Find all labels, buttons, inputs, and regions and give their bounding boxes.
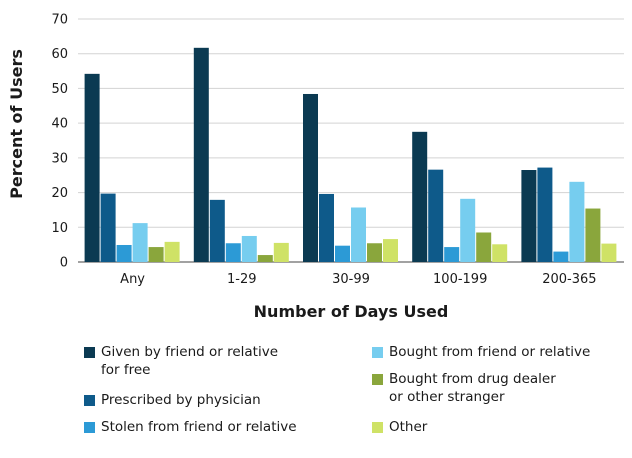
- legend-item-bought-friend: Bought from friend or relative: [372, 343, 590, 361]
- bar: [84, 73, 100, 262]
- bar: [492, 244, 508, 262]
- legend-label-line: Stolen from friend or relative: [101, 419, 297, 435]
- bar: [521, 170, 537, 262]
- bar: [428, 169, 444, 262]
- bar: [553, 251, 569, 262]
- legend-swatch: [84, 422, 95, 433]
- bar: [601, 243, 617, 262]
- bar: [412, 131, 428, 262]
- bar: [585, 208, 601, 262]
- bar: [241, 235, 257, 262]
- legend-item-stolen: Stolen from friend or relative: [84, 418, 297, 436]
- y-tick-label: 60: [51, 47, 68, 62]
- bar: [476, 232, 492, 262]
- legend-swatch: [372, 347, 383, 358]
- y-tick-label: 10: [51, 221, 68, 236]
- legend-label-line: Bought from drug dealer: [389, 371, 556, 387]
- bar: [273, 242, 289, 262]
- legend-label-line: Other: [389, 419, 428, 435]
- legend-label-line: or other stranger: [389, 389, 505, 405]
- bar: [537, 167, 553, 262]
- legend-swatch: [372, 422, 383, 433]
- bar: [444, 247, 460, 262]
- x-axis-title: Number of Days Used: [254, 302, 449, 321]
- y-tick-label: 70: [51, 13, 68, 28]
- x-tick-label: 30-99: [332, 272, 370, 287]
- bar: [460, 198, 476, 262]
- bar: [351, 207, 366, 262]
- bar: [319, 193, 334, 262]
- bar: [100, 193, 116, 262]
- legend-item-bought-dealer: Bought from drug dealer or other stranger: [372, 370, 556, 406]
- bar: [148, 247, 164, 262]
- bar: [335, 245, 350, 262]
- legend-swatch: [372, 374, 383, 385]
- bar: [225, 243, 241, 262]
- bar: [193, 47, 209, 262]
- bar: [209, 199, 225, 262]
- legend-label-line: Prescribed by physician: [101, 392, 261, 408]
- legend-label-line: Given by friend or relative: [101, 344, 279, 360]
- bar: [164, 241, 180, 262]
- y-tick-label: 50: [51, 82, 68, 97]
- bar: [367, 243, 382, 262]
- legend-label-line: Bought from friend or relative: [389, 344, 591, 360]
- x-tick-label: 200-365: [542, 272, 596, 287]
- bar: [383, 239, 398, 262]
- bar: [116, 244, 132, 262]
- y-axis-title: Percent of Users: [7, 49, 26, 199]
- bar: [303, 93, 318, 263]
- x-axis-ticks: Any 1-29 30-99 100-199 200-365: [120, 272, 596, 287]
- bar: [257, 255, 273, 262]
- y-tick-label: 40: [51, 117, 68, 132]
- legend-swatch: [84, 347, 95, 358]
- legend-label-line: for free: [101, 362, 151, 378]
- y-axis-ticks: 0 10 20 30 40 50 60 70: [51, 13, 68, 271]
- x-tick-label: Any: [120, 272, 145, 287]
- x-tick-label: 1-29: [227, 272, 257, 287]
- bars: [84, 47, 617, 263]
- y-tick-label: 30: [51, 151, 68, 166]
- bar: [132, 223, 148, 262]
- y-tick-label: 0: [60, 256, 68, 271]
- legend-swatch: [84, 395, 95, 406]
- legend-item-given-free: Given by friend or relative for free: [84, 343, 278, 379]
- y-tick-label: 20: [51, 186, 68, 201]
- legend-item-other: Other: [372, 418, 427, 436]
- bar: [569, 181, 585, 262]
- x-tick-label: 100-199: [433, 272, 487, 287]
- legend-item-prescribed: Prescribed by physician: [84, 391, 261, 409]
